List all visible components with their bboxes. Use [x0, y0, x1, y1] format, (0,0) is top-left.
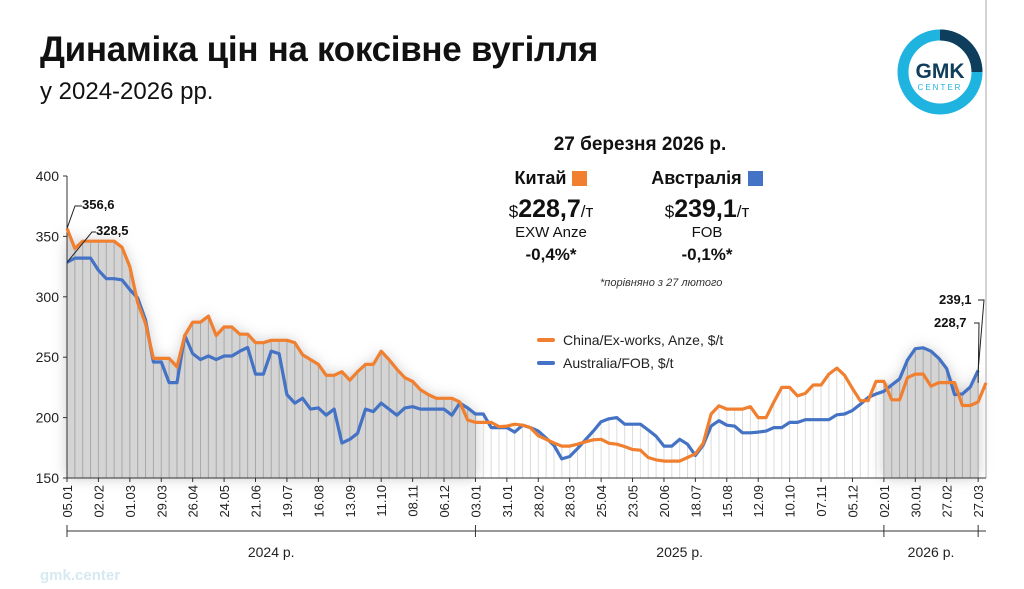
annotation-china-start: 356,6 — [82, 197, 115, 212]
australia-currency: $ — [664, 202, 675, 221]
australia-color-swatch — [747, 171, 763, 186]
legend-item-australia: Australia/FOB, $/t — [537, 351, 723, 374]
x-tick-label: 11.10 — [374, 485, 389, 517]
info-date: 27 березня 2026 р. — [553, 134, 727, 155]
legend-label-china: China/Ex-works, Anze, $/t — [563, 331, 724, 348]
x-tick-label: 26.04 — [186, 485, 201, 518]
legend-swatch-australia — [537, 360, 555, 365]
x-tick-label: 24.05 — [217, 485, 232, 518]
x-tick-label: 18.07 — [688, 485, 703, 518]
annotation-leader — [66, 231, 96, 263]
page-title: Динаміка цін на коксівне вугілля — [40, 30, 599, 69]
y-tick-label: 300 — [36, 289, 60, 305]
annotation-australia-end: 239,1 — [939, 292, 972, 307]
annotation-australia-start: 328,5 — [96, 223, 129, 238]
x-tick-label: 23.05 — [626, 485, 641, 518]
footnote: *порівняно з 27 лютого — [600, 277, 723, 289]
legend-item-china: China/Ex-works, Anze, $/t — [537, 328, 723, 351]
x-tick-label: 03.01 — [468, 485, 483, 518]
china-summary: Китай $228,7/т EXW Anze -0,4%* — [476, 168, 626, 265]
x-tick-label: 13.09 — [343, 485, 358, 518]
x-tick-label: 15.08 — [720, 485, 735, 518]
x-tick-label: 27.02 — [940, 485, 955, 518]
x-tick-label: 12.09 — [751, 485, 766, 518]
year-label: 2026 р. — [908, 544, 955, 560]
x-tick-label: 30.01 — [908, 485, 923, 518]
x-tick-label: 29.03 — [154, 485, 169, 518]
china-unit: /т — [580, 202, 594, 221]
australia-label: Австралія — [651, 168, 742, 188]
legend-swatch-china — [537, 337, 555, 342]
page-subtitle: у 2024-2026 рр. — [40, 78, 214, 105]
china-currency: $ — [508, 202, 519, 221]
x-tick-label: 02.02 — [91, 485, 106, 518]
china-label: Китай — [514, 168, 567, 188]
y-tick-label: 150 — [36, 470, 60, 486]
year-label: 2024 р. — [248, 544, 295, 560]
watermark-text: gmk.center — [40, 567, 121, 584]
australia-summary: Австралія $239,1/т FOB -0,1%* — [632, 168, 782, 265]
china-color-swatch — [572, 171, 588, 186]
annotation-leader — [66, 205, 82, 229]
australia-basis: FOB — [691, 224, 723, 241]
annotation-china-end: 228,7 — [934, 315, 967, 330]
year-label: 2025 р. — [656, 544, 703, 560]
x-tick-label: 25.04 — [594, 485, 609, 518]
legend-label-australia: Australia/FOB, $/t — [563, 354, 674, 371]
y-tick-label: 350 — [36, 228, 60, 244]
y-tick-label: 200 — [36, 410, 60, 426]
gmk-center-logo: GMK CENTER — [896, 28, 984, 116]
y-tick-label: 250 — [36, 349, 60, 365]
x-tick-label: 07.11 — [814, 485, 829, 517]
china-change: -0,4%* — [525, 245, 577, 264]
x-tick-label: 27.03 — [971, 485, 986, 518]
logo-ring-icon: GMK CENTER — [897, 29, 983, 115]
x-tick-label: 28.02 — [531, 485, 546, 518]
x-tick-label: 02.01 — [877, 485, 892, 518]
logo-text-main: GMK — [916, 60, 965, 83]
x-tick-label: 06.12 — [437, 485, 452, 518]
x-tick-label: 10.10 — [783, 485, 798, 518]
x-tick-label: 28.03 — [563, 485, 578, 518]
x-tick-label: 16.08 — [311, 485, 326, 518]
china-basis: EXW Anze — [515, 224, 587, 241]
x-tick-label: 19.07 — [280, 485, 295, 518]
australia-change: -0,1%* — [681, 245, 733, 264]
x-tick-label: 08.11 — [406, 485, 421, 517]
australia-unit: /т — [736, 202, 750, 221]
china-price: 228,7 — [518, 195, 581, 223]
australia-price: 239,1 — [674, 195, 737, 223]
x-tick-label: 01.03 — [123, 485, 138, 518]
x-tick-label: 20.06 — [657, 485, 672, 518]
annotation-leader — [977, 299, 985, 371]
y-tick-label: 400 — [36, 168, 60, 184]
x-tick-label: 05.12 — [845, 485, 860, 518]
x-tick-label: 21.06 — [249, 485, 264, 518]
x-tick-label: 05.01 — [60, 485, 75, 518]
annotation-leader — [974, 322, 980, 383]
chart-legend: China/Ex-works, Anze, $/t Australia/FOB,… — [537, 328, 723, 374]
logo-text-sub: CENTER — [918, 83, 963, 92]
x-tick-label: 31.01 — [500, 485, 515, 518]
china-line — [65, 227, 988, 463]
